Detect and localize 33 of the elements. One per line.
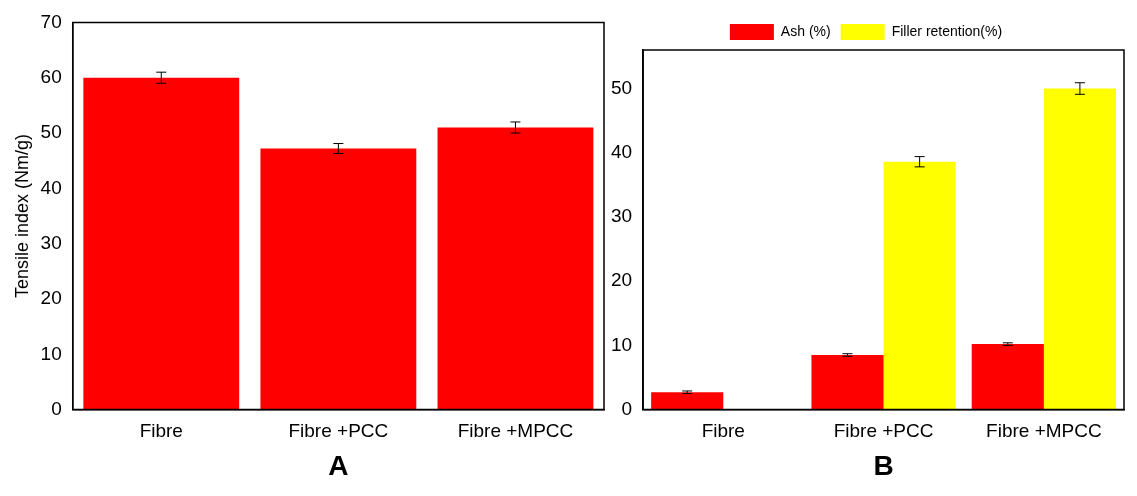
y-tick-label: 20 <box>610 269 633 291</box>
x-axis-title: B <box>873 449 894 481</box>
x-tick-label: Fibre <box>139 420 183 442</box>
y-tick-label: 10 <box>610 333 633 355</box>
y-tick-label: 50 <box>40 121 62 143</box>
bar <box>883 161 956 410</box>
y-tick-label: 30 <box>40 231 62 253</box>
y-tick-label: 30 <box>610 205 633 227</box>
y-tick-label: 0 <box>621 397 633 419</box>
x-tick-label: Fibre +MPCC <box>986 420 1102 442</box>
y-tick-label: 70 <box>40 10 62 32</box>
y-axis-title: Tensile index (Nm/g) <box>11 133 32 299</box>
x-tick-label: Fibre +MPCC <box>457 420 574 442</box>
x-tick-label: Fibre +PCC <box>833 420 934 442</box>
bar <box>651 392 724 410</box>
bar <box>260 148 417 410</box>
y-tick-label: 20 <box>40 287 62 309</box>
bar <box>1043 88 1116 410</box>
y-tick-label: 10 <box>40 342 62 364</box>
bar <box>437 127 594 410</box>
x-tick-label: Fibre <box>701 420 745 442</box>
y-tick-label: 0 <box>51 397 62 419</box>
legend-label: Ash (%) <box>780 22 831 39</box>
bar <box>811 355 884 410</box>
legend-label: Filler retention(%) <box>891 22 1003 39</box>
y-tick-label: 50 <box>610 76 633 98</box>
y-tick-label: 60 <box>40 65 62 87</box>
bar <box>971 344 1044 410</box>
x-axis-title: A <box>328 449 349 481</box>
y-tick-label: 40 <box>40 176 62 198</box>
y-tick-label: 40 <box>610 140 633 162</box>
bar <box>83 77 240 410</box>
x-tick-label: Fibre +PCC <box>288 420 389 442</box>
